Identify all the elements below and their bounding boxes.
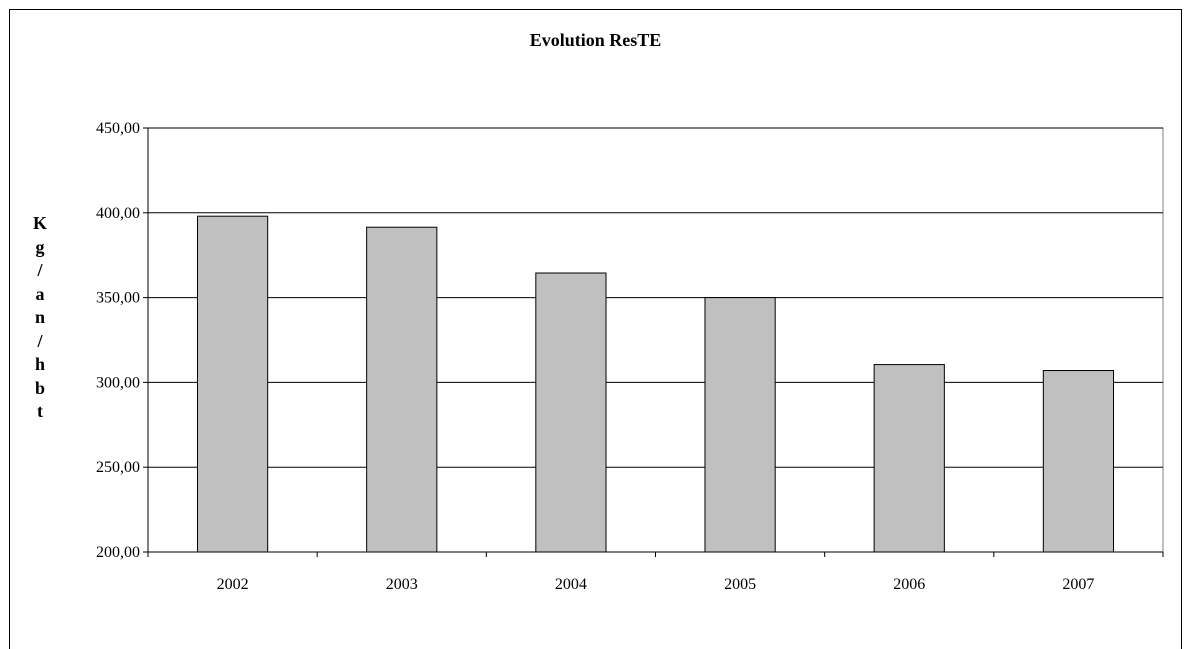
bar-2005 — [704, 297, 776, 553]
bar-chart: 200,00 250,00 300,00 350,00 400,00 450,00 2002… — [96, 120, 1164, 593]
y-tick-label: 450,00 — [96, 120, 140, 137]
y-tick-label: 400,00 — [96, 205, 140, 222]
plot-border — [147, 127, 1164, 553]
y-axis-label-char: K — [32, 213, 47, 233]
bar-2003 — [366, 226, 438, 553]
bar-2007 — [1042, 370, 1115, 553]
y-axis-label-char: h — [34, 354, 45, 374]
bar-2002 — [196, 215, 269, 553]
bar-2006 — [873, 364, 945, 553]
x-tick-label: 2002 — [217, 576, 249, 593]
y-axis-label-char: / — [37, 260, 43, 280]
y-axis-label-char: / — [37, 330, 43, 351]
y-tick-label: 300,00 — [96, 374, 140, 391]
y-tick-label: 350,00 — [96, 290, 140, 307]
y-axis-label-char: n — [34, 307, 45, 327]
y-axis-label-char: t — [37, 401, 43, 421]
y-axis-label-char: a — [35, 283, 45, 304]
y-tick-label: 200,00 — [96, 544, 140, 561]
x-tick-label: 2006 — [893, 576, 925, 593]
bar-2004 — [535, 272, 607, 553]
y-axis-label-char: g — [35, 236, 45, 257]
x-tick-label: 2005 — [724, 576, 756, 593]
x-tick-label: 2007 — [1062, 576, 1094, 593]
chart-title: Evolution ResTE — [529, 30, 662, 50]
x-tick-label: 2004 — [555, 576, 587, 593]
x-tick-label: 2003 — [386, 576, 418, 593]
y-axis-label-char: b — [34, 377, 45, 398]
y-tick-label: 250,00 — [96, 459, 140, 476]
